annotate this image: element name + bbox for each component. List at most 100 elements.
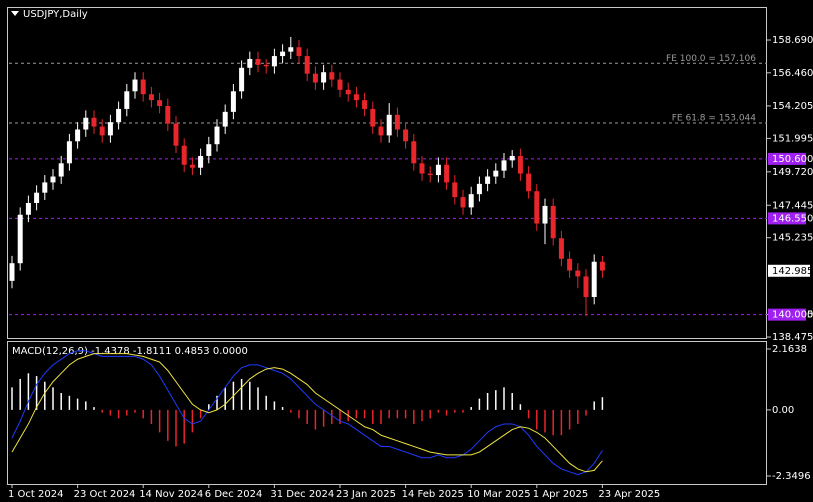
candle-body xyxy=(321,72,327,83)
candle-body xyxy=(107,122,113,136)
candle-body xyxy=(403,129,409,142)
candle-body xyxy=(255,58,261,65)
x-tick-label: 1 Oct 2024 xyxy=(8,489,63,500)
x-tick-label: 31 Dec 2024 xyxy=(270,489,334,500)
x-tick-label: 14 Feb 2025 xyxy=(402,489,464,500)
x-tick-label: 23 Jan 2025 xyxy=(336,489,396,500)
y-tick-label: -2.3496 xyxy=(772,471,811,482)
candle-body xyxy=(345,89,351,95)
candle-body xyxy=(575,270,581,277)
level-tag xyxy=(768,308,806,321)
candle-body xyxy=(591,261,597,298)
x-tick-label: 1 Apr 2025 xyxy=(533,489,588,500)
last-price-tag xyxy=(768,264,810,277)
candle-body xyxy=(329,72,335,80)
candle-body xyxy=(567,258,573,271)
level-tag-label: 146.550 xyxy=(772,213,813,224)
y-tick-label: 145.235 xyxy=(772,233,813,244)
candle-body xyxy=(140,79,146,95)
candle-body xyxy=(452,182,458,198)
last-price-label: 142.985 xyxy=(772,266,813,277)
x-tick-label: 23 Oct 2024 xyxy=(74,489,136,500)
y-tick-label: 158.690 xyxy=(772,35,813,46)
macd-line xyxy=(11,350,603,476)
candle-body xyxy=(427,173,433,176)
candle-body xyxy=(526,173,532,192)
candle-body xyxy=(353,94,359,101)
candle-body xyxy=(419,163,425,174)
candle-body xyxy=(386,114,392,136)
candle-body xyxy=(288,47,294,52)
candle-body xyxy=(378,126,384,136)
y-tick-label: 156.460 xyxy=(772,68,813,79)
candle-body xyxy=(394,114,400,130)
candle-body xyxy=(222,111,228,127)
candle-body xyxy=(550,205,556,239)
candle-body xyxy=(435,164,441,176)
candle-body xyxy=(165,106,171,124)
candle-body xyxy=(239,67,245,92)
candle-body xyxy=(206,144,212,156)
x-tick-label: 14 Nov 2024 xyxy=(139,489,203,500)
level-label: FE 61.8 = 153.044 xyxy=(672,113,757,123)
candle-body xyxy=(17,214,23,264)
y-tick-label: 138.475 xyxy=(772,332,813,343)
candle-body xyxy=(411,141,417,164)
candle-body xyxy=(189,164,195,168)
candle-body xyxy=(230,91,236,112)
candle-body xyxy=(42,182,48,193)
candle-body xyxy=(509,155,515,161)
candle-body xyxy=(116,108,122,123)
candle-body xyxy=(542,205,548,224)
candle-body xyxy=(370,108,376,127)
candle-body xyxy=(91,117,97,127)
candle-body xyxy=(493,170,499,177)
menu-arrow[interactable] xyxy=(11,11,19,16)
candle-body xyxy=(534,191,540,224)
candle-body xyxy=(99,126,105,136)
macd-line xyxy=(11,353,603,473)
candle-body xyxy=(476,183,482,195)
candle-body xyxy=(148,94,154,101)
candle-body xyxy=(444,164,450,183)
main-frame xyxy=(7,7,767,339)
candle-body xyxy=(280,51,286,57)
candle-body xyxy=(34,192,40,203)
candle-body xyxy=(124,91,130,109)
chart-title: USDJPY,Daily xyxy=(23,9,88,20)
candle-body xyxy=(181,145,187,165)
candle-body xyxy=(66,141,72,164)
candle-body xyxy=(460,197,466,208)
candle-body xyxy=(173,123,179,146)
candle-body xyxy=(75,129,81,142)
candle-body xyxy=(501,160,507,171)
level-tag-label: 140.000 xyxy=(772,310,813,321)
candle-body xyxy=(25,202,31,215)
y-tick-label: 147.445 xyxy=(772,200,813,211)
y-tick-label: 2.1638 xyxy=(772,344,807,355)
level-tag-label: 150.600 xyxy=(772,154,813,165)
candle-body xyxy=(312,73,318,83)
candle-body xyxy=(198,155,204,168)
level-tag xyxy=(768,152,806,165)
candle-body xyxy=(83,117,89,130)
y-tick-label: 0.00 xyxy=(772,405,794,416)
candle-body xyxy=(485,176,491,184)
x-tick-label: 6 Dec 2024 xyxy=(205,489,263,500)
candle-body xyxy=(296,47,302,57)
candle-body xyxy=(132,79,138,92)
candle-body xyxy=(50,176,56,183)
candle-body xyxy=(558,238,564,259)
candle-body xyxy=(583,276,589,298)
y-tick-label: 149.720 xyxy=(772,167,813,178)
candle-body xyxy=(362,100,368,109)
y-tick-label: 154.205 xyxy=(772,101,813,112)
candle-body xyxy=(599,261,605,271)
candle-body xyxy=(517,155,523,174)
candle-body xyxy=(157,100,163,107)
candle-body xyxy=(271,56,277,67)
x-tick-label: 10 Mar 2025 xyxy=(467,489,530,500)
candle-body xyxy=(214,126,220,145)
